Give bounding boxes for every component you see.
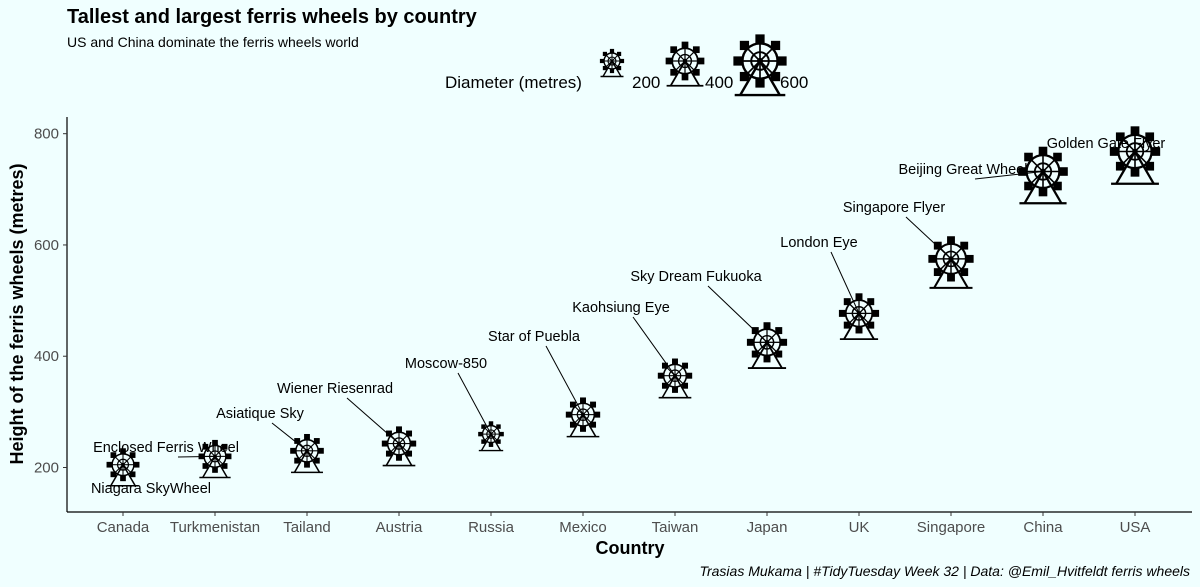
chart-title: Tallest and largest ferris wheels by cou… — [67, 6, 477, 28]
y-tick-label: 600 — [34, 237, 59, 254]
legend-wheel-icon — [665, 41, 705, 87]
chart-subtitle: US and China dominate the ferris wheels … — [67, 34, 359, 50]
point-label: Asiatique Sky — [216, 406, 305, 422]
point-label: Sky Dream Fukuoka — [630, 269, 762, 285]
point-label: Moscow-850 — [405, 356, 487, 372]
ferris-wheel-point — [838, 293, 880, 341]
x-tick-label: Turkmenistan — [170, 519, 260, 536]
ferris-wheel-point — [1018, 146, 1068, 205]
label-leader-line — [830, 251, 860, 314]
legend: Diameter (metres) 200 400 600 — [445, 34, 808, 97]
point-label: Niagara SkyWheel — [91, 481, 211, 497]
label-leader-line — [545, 345, 584, 415]
point-label: Enclosed Ferris Wheel — [93, 440, 239, 456]
x-tick-label: Austria — [376, 519, 423, 536]
x-tick-label: Japan — [747, 519, 788, 536]
x-tick-label: Canada — [97, 519, 150, 536]
point-label: Beijing Great Wheel — [899, 162, 1028, 178]
point-label: Kaohsiung Eye — [572, 300, 670, 316]
legend-title: Diameter (metres) — [445, 73, 582, 92]
x-axis-title: Country — [596, 538, 665, 558]
ferris-wheel-point — [381, 426, 417, 467]
legend-wheel-icon — [733, 34, 787, 97]
ferris-wheel-point — [657, 358, 693, 399]
ferris-wheel-point — [746, 322, 788, 369]
y-axis-title: Height of the ferris wheels (metres) — [7, 163, 27, 464]
ferris-wheel-point — [290, 433, 324, 474]
ferris-wheel-point — [478, 421, 504, 452]
x-tick-label: Russia — [468, 519, 515, 536]
x-tick-label: Mexico — [559, 519, 607, 536]
point-label: London Eye — [780, 235, 857, 251]
label-leader-line — [346, 397, 400, 444]
legend-entry-label: 400 — [705, 73, 733, 92]
label-leader-line — [271, 422, 308, 452]
x-tick-label: Singapore — [917, 519, 985, 536]
y-tick-label: 200 — [34, 459, 59, 476]
ferris-wheel-point — [106, 448, 140, 487]
ferris-wheel-point — [928, 236, 974, 289]
legend-wheel-icon — [599, 48, 625, 78]
chart-caption: Trasias Mukama | #TidyTuesday Week 32 | … — [699, 563, 1190, 579]
x-tick-label: Tailand — [283, 519, 331, 536]
point-label: Singapore Flyer — [843, 200, 946, 216]
legend-entry-label: 600 — [780, 73, 808, 92]
label-leader-line — [974, 171, 1044, 180]
y-tick-label: 400 — [34, 348, 59, 365]
ferris-wheel-point — [1109, 126, 1161, 185]
x-tick-label: Taiwan — [652, 519, 699, 536]
x-tick-label: China — [1023, 519, 1063, 536]
legend-entry-label: 200 — [632, 73, 660, 92]
y-tick-label: 800 — [34, 126, 59, 143]
point-label: Golden Gate Flyer — [1047, 136, 1166, 152]
point-label: Wiener Riesenrad — [277, 381, 393, 397]
ferris-wheel-point — [198, 439, 232, 479]
point-label: Star of Puebla — [488, 329, 581, 345]
ferris-wheel-point — [565, 397, 601, 438]
data-points: Niagara SkyWheel Enclosed Ferris Wheel Asi… — [91, 126, 1165, 497]
label-leader-line — [457, 372, 492, 435]
x-tick-label: UK — [849, 519, 870, 536]
x-tick-label: USA — [1120, 519, 1151, 536]
